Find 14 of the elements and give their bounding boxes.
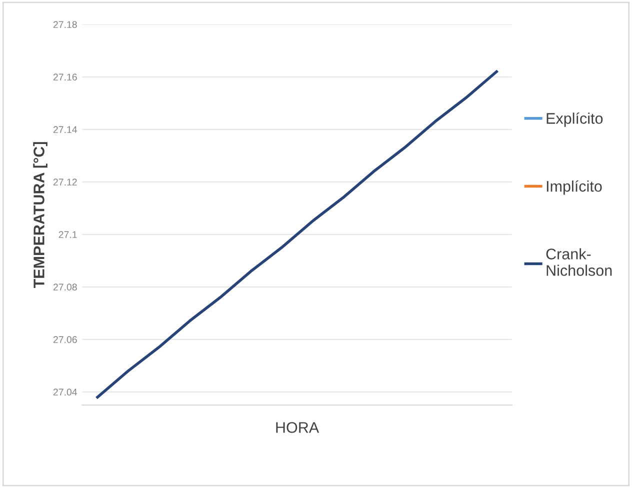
- x-axis-title: HORA: [276, 422, 320, 433]
- y-tick-label: 27.16: [53, 74, 77, 81]
- line-series: [96, 70, 498, 399]
- y-axis-title: TEMPERATURA [°C]: [33, 142, 48, 288]
- legend-label: Implícito: [546, 180, 602, 195]
- y-tick-label: 27.04: [53, 388, 78, 396]
- legend-label: Crank- Nicholson: [546, 248, 612, 276]
- legend-label: Explícito: [546, 112, 603, 127]
- y-tick-label: 27.06: [53, 336, 77, 344]
- y-tick-label: 27.08: [53, 284, 77, 291]
- y-tick-label: 27.14: [53, 126, 78, 133]
- y-tick-label: 27.1: [58, 231, 77, 238]
- y-tick-label: 27.18: [53, 21, 77, 28]
- y-tick-label: 27.12: [53, 178, 77, 186]
